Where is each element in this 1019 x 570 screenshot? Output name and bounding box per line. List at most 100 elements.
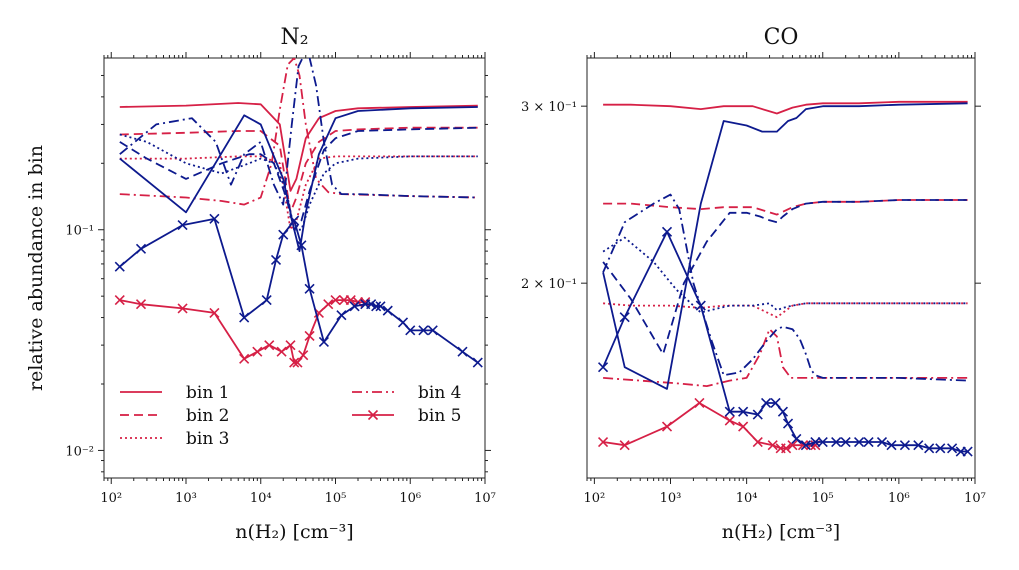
y-axis-label: relative abundance in bin [25,145,47,391]
marker-stroke [597,362,609,373]
marker-stroke [661,226,673,237]
series-marker-red-bin5 [177,303,188,314]
series-marker-red-bin5 [724,415,735,426]
marker-stroke [209,213,220,224]
panel-n2: 10² 10³ 10⁴ 10⁵ 10⁶ 10⁷ 10⁻² 10⁻¹ N₂ n(H₂) [cm⁻³]… [25,25,496,543]
y-tick-label: 10⁻² [65,444,94,459]
series-marker-blue-bin5 [947,443,958,454]
series-marker-red-bin5 [135,299,147,310]
series-marker-blue-bin5 [791,433,802,444]
marker-stroke [330,295,341,306]
marker-stroke [375,301,386,312]
marker-stroke [270,254,282,265]
x-tick-label: 10⁴ [250,491,272,506]
y-tick-label: 10⁻¹ [65,224,94,239]
marker-stroke [817,436,828,448]
legend-label: bin 4 [418,383,462,403]
series-marker-blue-bin5 [114,261,125,272]
chart-title: CO [764,25,799,50]
legend-marker [367,409,379,421]
x-tick-label: 10⁵ [812,491,834,506]
marker-stroke [913,440,924,451]
marker-stroke [285,340,296,351]
marker-stroke [135,299,147,310]
series-marker-red-bin5 [292,357,303,368]
marker-stroke [457,346,468,357]
series-marker-blue-bin5 [854,436,865,448]
marker-stroke [177,303,188,314]
series-line-blue-bin5 [119,217,479,364]
series-marker-red-bin5 [330,295,341,306]
series-marker-red-bin5 [597,436,609,448]
marker-stroke [114,261,125,272]
marker-stroke [924,443,935,454]
series-marker-red-bin5 [767,440,778,451]
marker-stroke [797,440,809,451]
marker-stroke [304,283,315,294]
marker-stroke [336,310,347,321]
series-marker-red-bin5 [738,421,749,432]
marker-stroke [298,350,309,361]
series-marker-red-bin5 [289,357,300,368]
series-marker-blue-bin5 [304,283,315,294]
marker-stroke [770,397,781,409]
marker-stroke [738,406,749,417]
series-marker-blue-bin5 [863,436,874,448]
marker-stroke [289,215,300,226]
marker-stroke [209,307,220,318]
series-marker-blue-bin5 [270,254,282,265]
marker-stroke [863,436,874,448]
series-line-blue-bin4 [602,193,968,382]
series-marker-blue-bin5 [913,440,924,451]
series-marker-blue-bin5 [397,317,409,328]
marker-stroke [371,301,382,312]
series-line-red-bin5 [119,299,366,364]
series-line-red-bin1 [119,102,478,192]
marker-stroke [777,406,789,417]
marker-stroke [831,436,842,448]
series-marker-blue-bin5 [619,312,630,323]
marker-stroke [239,312,250,323]
series-line-blue-bin3 [602,236,968,314]
series-marker-blue-bin5 [382,305,393,316]
series-marker-red-bin5 [661,421,673,432]
x-tick-label: 10² [583,491,605,506]
series-line-red-bin5 [602,402,816,450]
marker-stroke [405,325,416,336]
series-marker-red-bin5 [298,350,309,361]
series-marker-blue-bin5 [810,436,821,448]
series-line-blue-bin1 [119,106,478,253]
series-marker-red-bin5 [345,295,356,306]
series-marker-blue-bin5 [840,436,851,448]
series-marker-red-bin5 [323,299,334,310]
series-line-red-bin1 [603,100,968,115]
series-marker-blue-bin5 [289,215,300,226]
marker-stroke [427,325,438,336]
series-marker-blue-bin5 [177,219,188,231]
marker-stroke [304,330,315,342]
marker-stroke [619,312,630,323]
series-marker-blue-bin5 [349,301,360,312]
marker-stroke [752,409,763,420]
x-axis-label: n(H₂) [cm⁻³] [235,521,353,543]
marker-stroke [114,295,125,306]
marker-stroke [276,346,287,357]
series-marker-blue-bin5 [800,440,811,451]
y-tick-label: 3 × 10⁻¹ [521,100,577,115]
series-line-blue-bin2 [602,199,968,356]
x-tick-label: 10² [100,491,122,506]
series-marker-blue-bin5 [405,325,416,336]
series-marker-blue-bin5 [876,436,888,448]
marker-stroke [791,433,802,444]
series-marker-blue-bin5 [427,325,438,336]
marker-stroke [947,443,958,454]
marker-stroke [738,421,749,432]
series-marker-blue-bin5 [278,229,289,240]
series-line-red-bin4 [119,58,478,206]
series-marker-blue-bin5 [724,406,735,417]
marker-stroke [296,240,307,251]
marker-stroke [318,336,329,348]
marker-stroke [366,299,377,310]
series-marker-red-bin5 [209,307,220,318]
marker-stroke [752,436,763,448]
